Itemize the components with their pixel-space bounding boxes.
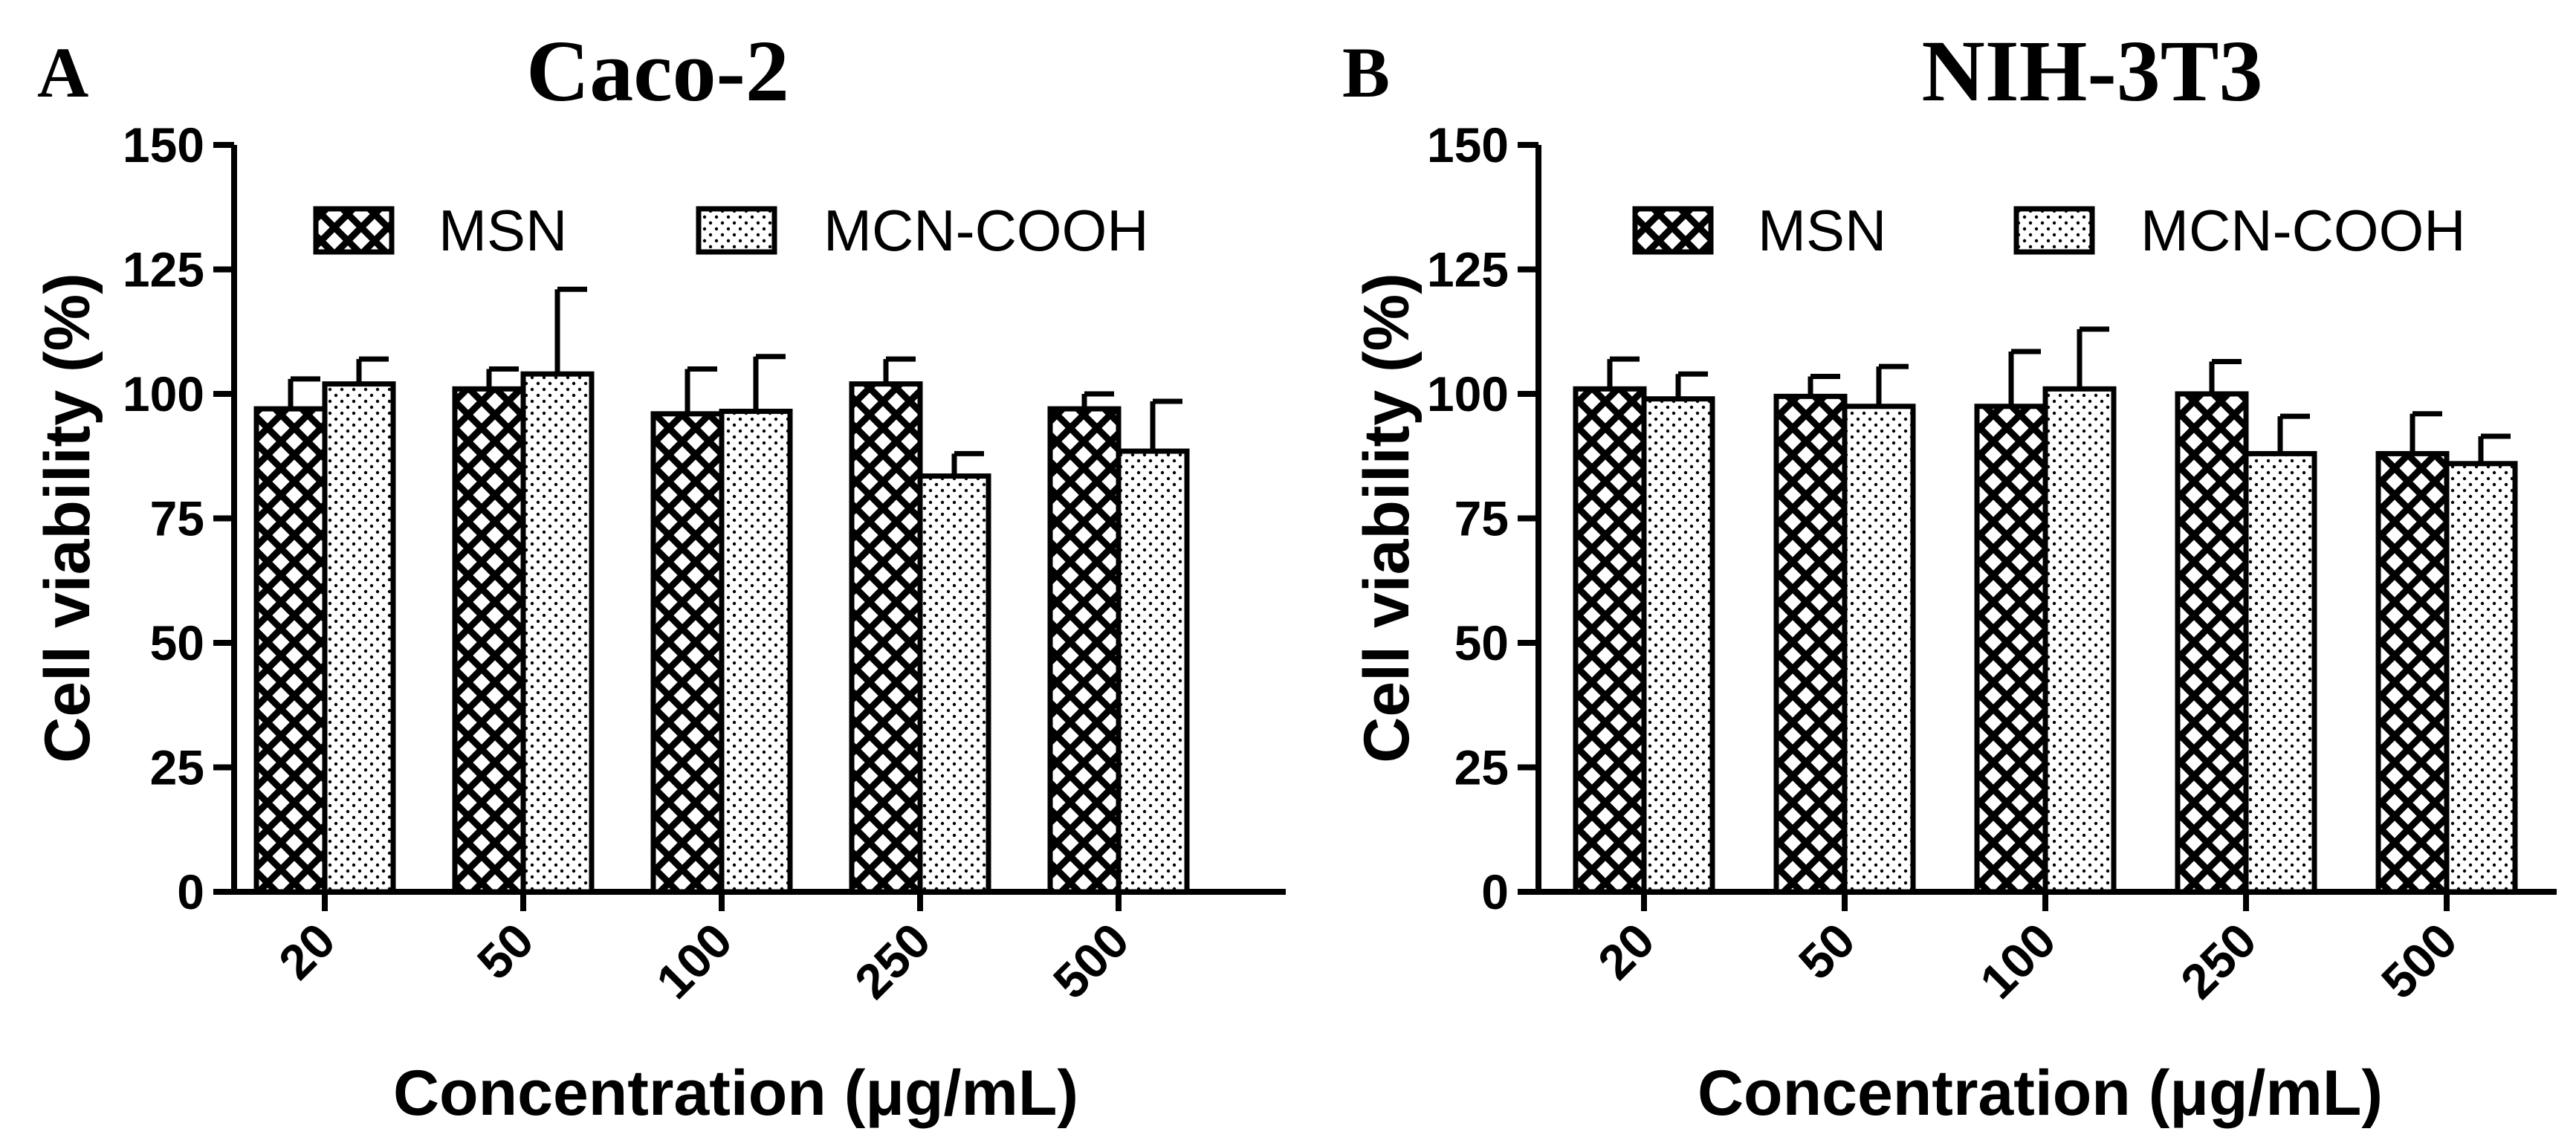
- bar-mcn-cooh-20: [1641, 396, 1715, 895]
- bar-mcn-cooh-250: [917, 473, 991, 895]
- bar-msn-500: [2375, 450, 2450, 895]
- y-tick-label: 0: [1481, 864, 1509, 919]
- bar-msn-20: [253, 406, 328, 895]
- bar-mcn-cooh-50: [520, 371, 595, 895]
- x-tick-label: 20: [1588, 913, 1665, 990]
- chart-title: Caco-2: [526, 22, 789, 120]
- bar-mcn-cooh-500: [2444, 461, 2518, 895]
- chart-title: NIH-3T3: [1922, 22, 2263, 120]
- x-tick-label: 50: [1788, 913, 1865, 990]
- y-tick-label: 25: [150, 740, 204, 795]
- bar-msn-500: [1047, 406, 1122, 895]
- legend-swatch-msn: [1632, 206, 1714, 255]
- bar-msn-100: [1974, 404, 2048, 895]
- legend-swatch-mcn-cooh: [2013, 206, 2095, 255]
- bar-msn-100: [650, 411, 725, 895]
- y-tick-label: 150: [1427, 117, 1509, 172]
- bar-msn-20: [1573, 386, 1647, 895]
- bar-msn-50: [452, 386, 526, 895]
- panel-letter: A: [37, 33, 88, 112]
- bar-mcn-cooh-100: [2042, 386, 2117, 895]
- x-tick-label: 500: [1043, 913, 1139, 1009]
- legend-swatch-mcn-cooh: [696, 206, 777, 255]
- y-tick-label: 25: [1454, 740, 1509, 795]
- y-tick-label: 75: [1454, 491, 1509, 546]
- y-tick-label: 125: [1427, 242, 1509, 297]
- panel-letter: B: [1342, 33, 1390, 112]
- y-tick-label: 150: [123, 117, 204, 172]
- bar-mcn-cooh-20: [322, 381, 396, 895]
- y-tick-label: 100: [1427, 366, 1509, 421]
- y-tick-label: 125: [123, 242, 204, 297]
- x-tick-label: 50: [467, 913, 544, 990]
- x-tick-label: 100: [1970, 913, 2066, 1009]
- bar-msn-250: [2175, 391, 2249, 895]
- y-tick-label: 100: [123, 366, 204, 421]
- bar-mcn-cooh-50: [1842, 404, 1916, 895]
- x-tick-label: 250: [844, 913, 941, 1009]
- legend-label-msn: MSN: [1758, 198, 1886, 263]
- y-tick-label: 50: [1454, 615, 1509, 670]
- y-tick-label: 50: [150, 615, 204, 670]
- legend-label-mcn-cooh: MCN-COOH: [823, 198, 1149, 263]
- x-axis-label: Concentration (μg/mL): [393, 1058, 1078, 1129]
- bar-mcn-cooh-500: [1116, 448, 1190, 895]
- bar-mcn-cooh-250: [2243, 450, 2317, 895]
- y-tick-label: 75: [150, 491, 204, 546]
- legend-swatch-msn: [313, 206, 395, 255]
- legend-label-msn: MSN: [438, 198, 567, 263]
- y-tick-label: 0: [177, 864, 204, 919]
- x-axis-label: Concentration (μg/mL): [1698, 1058, 2383, 1129]
- bar-msn-250: [849, 381, 923, 895]
- x-tick-label: 500: [2371, 913, 2467, 1009]
- bar-mcn-cooh-100: [719, 408, 793, 895]
- x-tick-label: 20: [268, 913, 346, 990]
- x-tick-label: 100: [646, 913, 742, 1009]
- y-axis-label: Cell viability (%): [1351, 273, 1423, 763]
- y-axis-label: Cell viability (%): [32, 273, 103, 763]
- chart-panel-b: B NIH-3T3 0 25 50 75 100 125 150 Cell viability (…: [1342, 22, 2557, 1129]
- x-tick-label: 250: [2170, 913, 2267, 1009]
- bar-msn-50: [1773, 393, 1848, 895]
- chart-panel-a: A Caco-2 0 25 50 75 100 125 150 Cell viability (%…: [32, 22, 1286, 1129]
- legend-label-mcn-cooh: MCN-COOH: [2140, 198, 2466, 263]
